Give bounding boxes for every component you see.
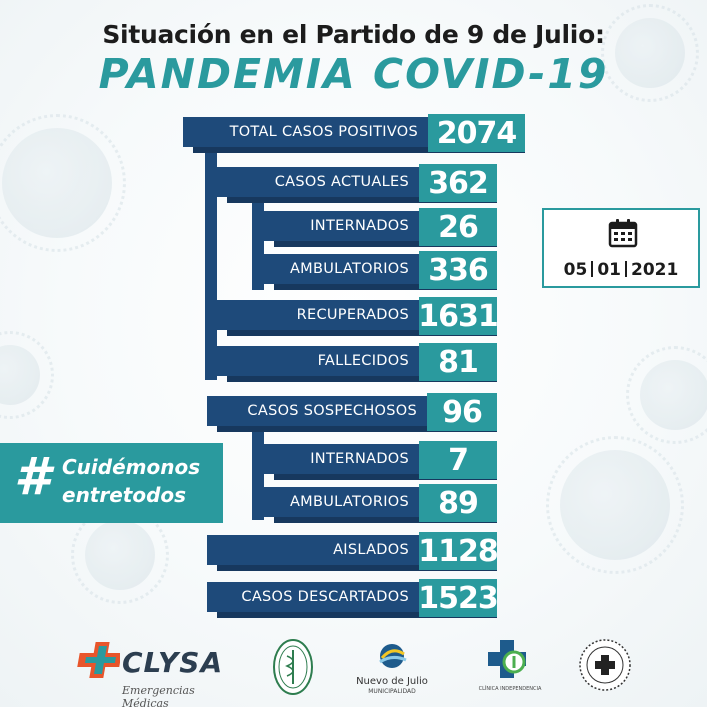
- stat-aislados: AISLADOS 1128: [207, 532, 499, 571]
- date-box: 05 01 2021: [542, 208, 700, 288]
- virus-decoration: [71, 506, 169, 604]
- stat-internados: INTERNADOS 26: [264, 208, 497, 247]
- stat-label: CASOS ACTUALES: [274, 174, 409, 190]
- stat-label: RECUPERADOS: [296, 307, 409, 323]
- municipalidad-logo: Nuevo de Julio MUNICIPALIDAD: [352, 636, 432, 698]
- stat-value: 96: [442, 394, 483, 430]
- stat-label: AMBULATORIOS: [289, 261, 409, 277]
- stat-value: 336: [428, 252, 489, 288]
- stat-value: 362: [428, 165, 489, 201]
- clysa-tagline: Emergencias Médicas: [122, 684, 195, 707]
- date-text: 05 01 2021: [544, 260, 698, 280]
- stat-value: 26: [438, 209, 479, 245]
- virus-decoration: [0, 114, 126, 252]
- calendar-icon: [608, 219, 638, 248]
- stat-label: FALLECIDOS: [317, 353, 409, 369]
- stat-casos-descartados: CASOS DESCARTADOS 1523: [207, 579, 499, 618]
- stat-value: 81: [438, 344, 479, 380]
- stat-label: CASOS DESCARTADOS: [241, 589, 409, 605]
- stat-sospechosos-ambulatorios: AMBULATORIOS 89: [264, 484, 497, 523]
- stat-label: TOTAL CASOS POSITIVOS: [229, 124, 418, 140]
- clinica-logo: CLÍNICA INDEPENDENCIA: [470, 636, 550, 698]
- stat-ambulatorios: AMBULATORIOS 336: [264, 251, 497, 290]
- municipalidad-emblem-icon: [379, 644, 407, 668]
- campaign-line-1: Cuidémonos: [62, 455, 201, 479]
- stat-casos-actuales: CASOS ACTUALES 362: [217, 164, 497, 203]
- stat-value: 1631: [418, 298, 498, 334]
- stat-label: AMBULATORIOS: [289, 494, 409, 510]
- date-year: 2021: [631, 260, 679, 280]
- page-title: PANDEMIA COVID-19: [98, 50, 609, 98]
- sponsor-logos: CLYSA Emergencias Médicas Nuevo de Julio…: [0, 630, 707, 707]
- stat-label: CASOS SOSPECHOSOS: [247, 403, 417, 419]
- stat-fallecidos: FALLECIDOS 81: [217, 343, 497, 382]
- stat-casos-sospechosos: CASOS SOSPECHOSOS 96: [207, 393, 497, 432]
- stat-value: 89: [438, 485, 479, 521]
- stat-value: 2074: [436, 115, 517, 151]
- circular-seal-logo: [578, 638, 632, 692]
- date-day: 05: [563, 260, 588, 280]
- stat-label: INTERNADOS: [310, 218, 409, 234]
- campaign-line-2: entretodos: [62, 483, 187, 507]
- municipalidad-sub: MUNICIPALIDAD: [368, 688, 416, 695]
- clysa-cross-icon: [77, 642, 120, 678]
- stat-value: 1128: [418, 533, 498, 569]
- headline: Situación en el Partido de 9 de Julio:: [102, 20, 605, 49]
- stat-total-positivos: TOTAL CASOS POSITIVOS 2074: [183, 114, 525, 153]
- tree-connector: [252, 428, 264, 520]
- clysa-logo: CLYSA Emergencias Médicas: [72, 640, 242, 707]
- stat-recuperados: RECUPERADOS 1631: [217, 297, 499, 336]
- virus-decoration: [0, 331, 54, 419]
- hashtag-symbol: #: [14, 447, 51, 507]
- virus-decoration: [626, 346, 707, 444]
- virus-decoration: [546, 436, 684, 574]
- virus-decoration: [601, 4, 699, 102]
- clinica-caption: CLÍNICA INDEPENDENCIA: [478, 686, 542, 692]
- municipalidad-name: Nuevo de Julio: [356, 676, 428, 687]
- seal-icon: [579, 639, 631, 691]
- stat-value: 7: [448, 442, 469, 478]
- clysa-name: CLYSA: [122, 646, 224, 679]
- stat-sospechosos-internados: INTERNADOS 7: [264, 441, 497, 480]
- stat-label: AISLADOS: [333, 542, 409, 558]
- clinica-cross-icon: [488, 640, 526, 678]
- stat-value: 1523: [418, 580, 498, 616]
- caduceus-seal-icon: [273, 639, 313, 695]
- tree-connector: [252, 198, 264, 290]
- stat-label: INTERNADOS: [310, 451, 409, 467]
- tree-connector: [205, 150, 217, 380]
- date-month: 01: [597, 260, 621, 280]
- medical-association-logo: [272, 638, 314, 696]
- campaign-banner: # Cuidémonos entretodos: [0, 443, 223, 523]
